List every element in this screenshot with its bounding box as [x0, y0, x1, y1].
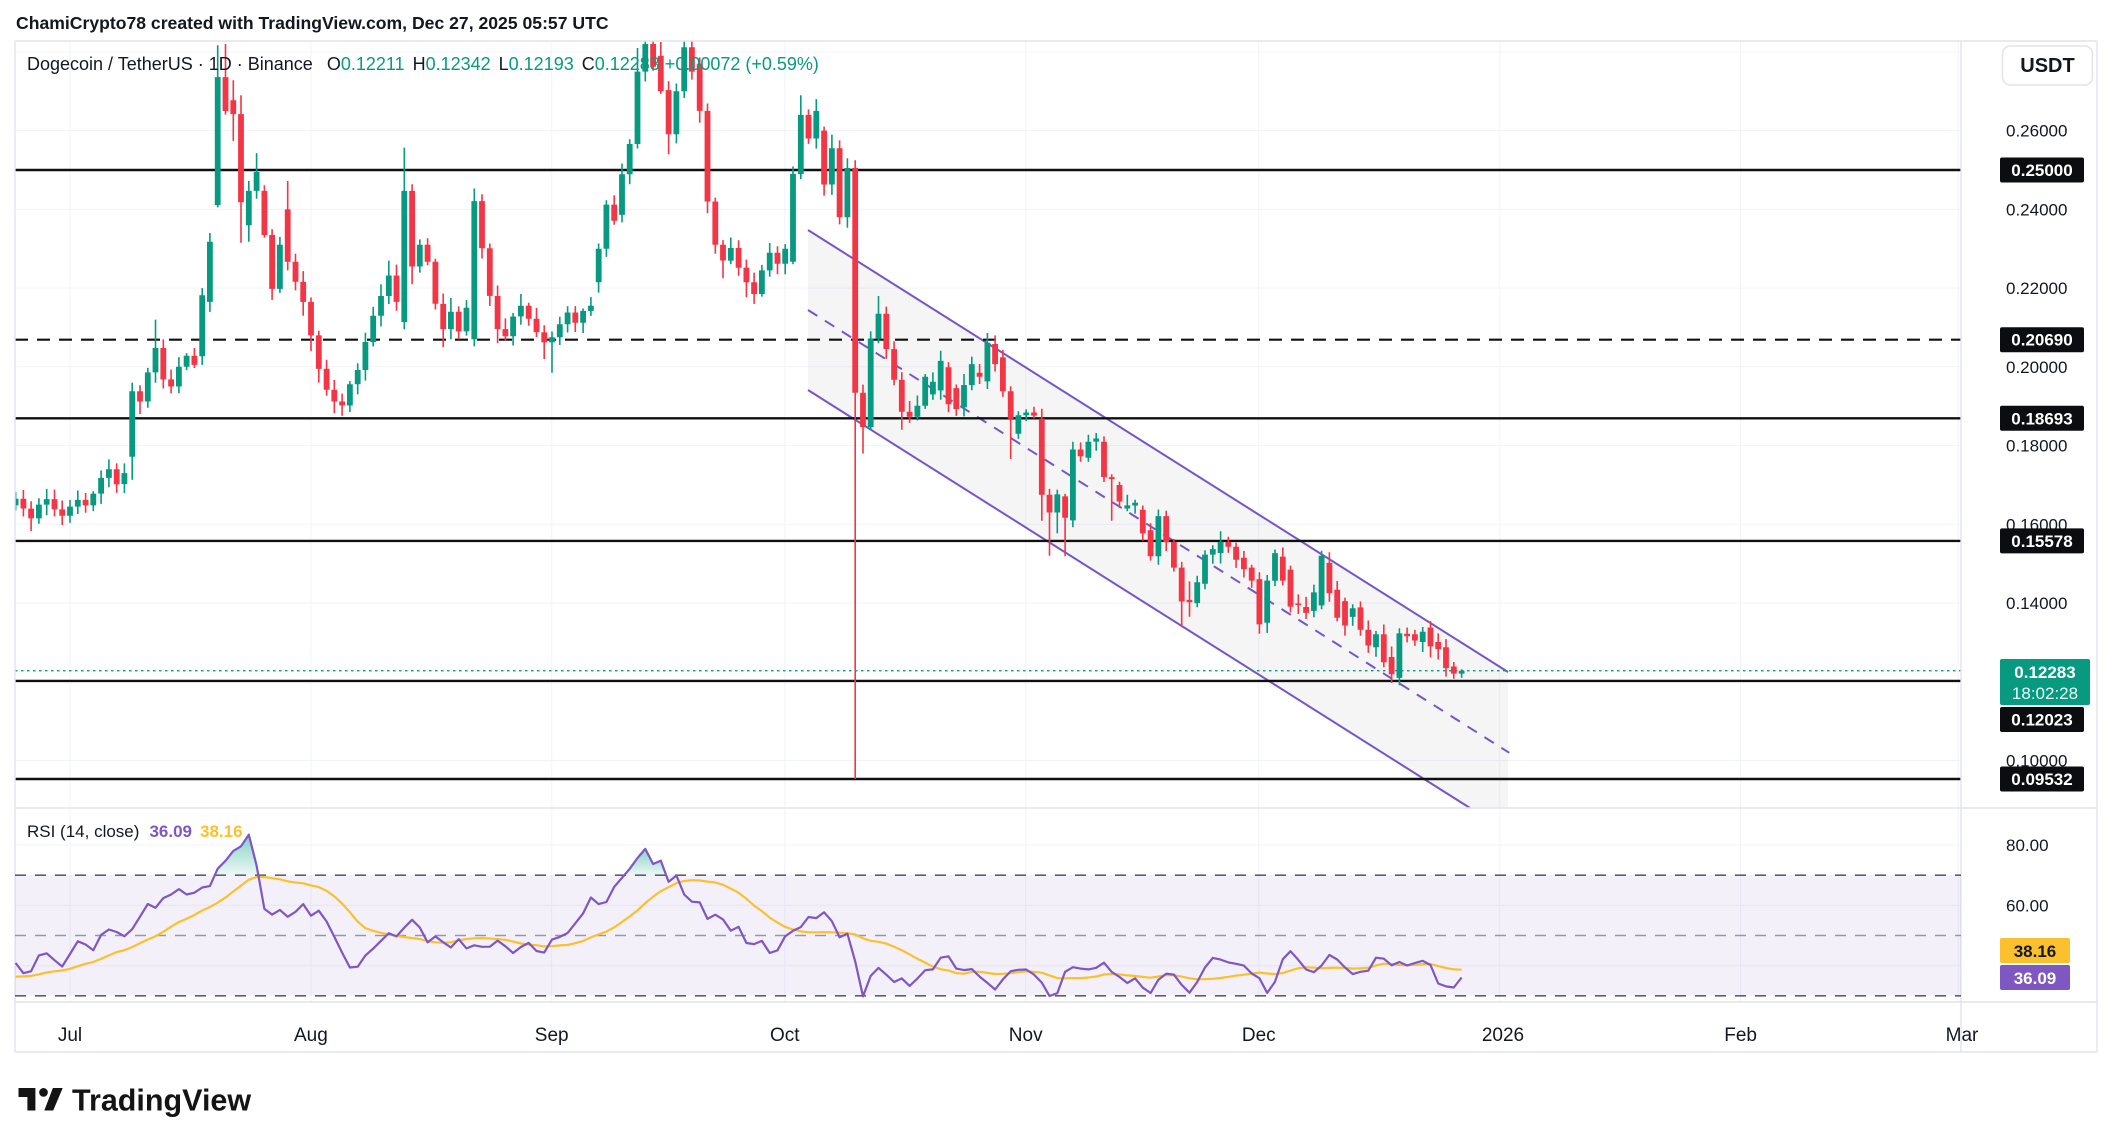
svg-text:60.00: 60.00 [2006, 896, 2049, 915]
svg-text:Nov: Nov [1009, 1025, 1043, 1046]
svg-text:0.09532: 0.09532 [2011, 770, 2072, 789]
svg-text:USDT: USDT [2020, 55, 2074, 77]
svg-text:0.10000: 0.10000 [2006, 752, 2067, 771]
svg-text:0.20690: 0.20690 [2011, 331, 2072, 350]
svg-text:36.09: 36.09 [2014, 969, 2057, 988]
svg-text:ChamiCrypto78 created with Tra: ChamiCrypto78 created with TradingView.c… [16, 13, 609, 33]
svg-text:0.22000: 0.22000 [2006, 279, 2067, 298]
svg-text:Feb: Feb [1724, 1025, 1757, 1046]
svg-text:0.12283: 0.12283 [2014, 663, 2075, 682]
svg-text:38.16: 38.16 [2014, 942, 2057, 961]
svg-text:Aug: Aug [294, 1025, 328, 1046]
svg-text:Mar: Mar [1946, 1025, 1979, 1046]
svg-text:18:02:28: 18:02:28 [2012, 684, 2078, 703]
svg-text:Jul: Jul [58, 1025, 82, 1046]
svg-text:0.25000: 0.25000 [2011, 161, 2072, 180]
svg-text:Dec: Dec [1242, 1025, 1276, 1046]
svg-text:0.12023: 0.12023 [2011, 711, 2072, 730]
svg-text:0.14000: 0.14000 [2006, 594, 2067, 613]
svg-text:0.20000: 0.20000 [2006, 358, 2067, 377]
svg-text:0.24000: 0.24000 [2006, 200, 2067, 219]
svg-text:0.18693: 0.18693 [2011, 409, 2072, 428]
svg-text:Oct: Oct [770, 1025, 800, 1046]
svg-text:Dogecoin / TetherUS · 1D · Bin: Dogecoin / TetherUS · 1D · Binance O0.122… [27, 54, 819, 74]
svg-text:Sep: Sep [535, 1025, 569, 1046]
svg-text:0.15578: 0.15578 [2011, 532, 2072, 551]
svg-text:2026: 2026 [1482, 1025, 1524, 1046]
svg-text:0.26000: 0.26000 [2006, 122, 2067, 141]
svg-text:TradingView: TradingView [72, 1084, 251, 1118]
svg-text:0.18000: 0.18000 [2006, 437, 2067, 456]
svg-text:80.00: 80.00 [2006, 836, 2049, 855]
